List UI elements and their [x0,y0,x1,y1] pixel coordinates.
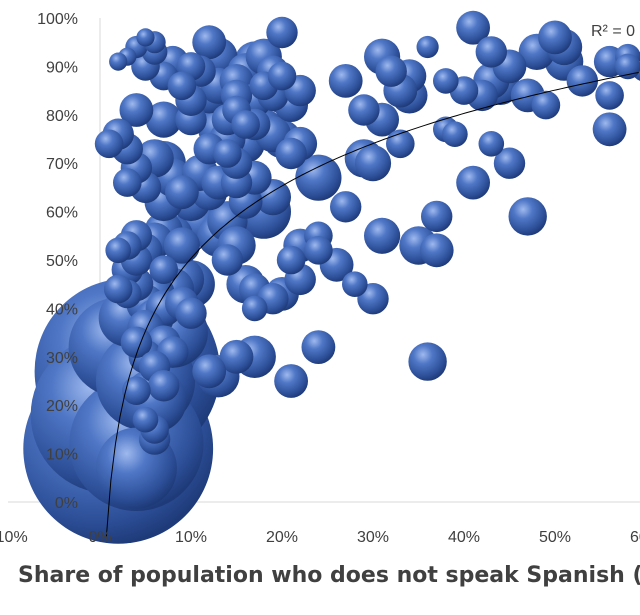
bubble-point [192,354,227,389]
bubble-point [538,20,572,55]
bubble-point [267,61,297,91]
bubble-point [456,165,490,200]
bubble-point [615,53,640,80]
bubble-point [304,236,333,265]
y-tick-label: 50% [46,253,78,270]
bubble-point [165,175,199,210]
bubble-point [416,35,439,59]
bubble-point [241,295,268,322]
y-tick-label: 70% [46,156,78,173]
x-axis-title: Share of population who does not speak S… [18,563,640,588]
bubble-point [330,191,362,223]
bubble-point [328,64,363,98]
bubble-point [275,137,307,170]
x-tick-label: 50% [539,529,571,546]
bubble-point [364,217,401,254]
bubble-point [175,297,207,329]
bubble-point [132,406,159,433]
y-tick-label: 10% [46,447,78,464]
bubble-point [442,121,468,147]
bubble-point [136,28,155,47]
bubble-point [342,271,368,298]
x-tick-label: 60% [630,529,640,546]
y-tick-label: 20% [46,398,78,415]
bubble-point [211,244,244,276]
bubble-point [94,129,124,159]
bubble-point [103,274,133,304]
bubble-point [433,68,459,94]
bubble-point [408,342,447,381]
bubble-point [421,200,453,233]
bubble-point [266,16,298,49]
y-tick-label: 60% [46,205,78,222]
bubble-point [274,364,308,398]
bubble-point [595,81,624,110]
bubble-point [354,145,392,182]
bubble-point [109,52,128,71]
bubble-point [456,10,490,45]
y-tick-label: 80% [46,108,78,125]
bubble-point [592,112,627,147]
bubble-point [119,93,154,127]
x-tick-label: 10% [175,529,207,546]
bubble-point [276,245,306,275]
bubble-point [148,370,180,402]
y-axis-tick-labels: 0% 10% 20% 30% 40% 50% 60% 70% 80% 90% 100% [37,11,78,512]
y-tick-label: 0% [55,495,78,512]
trendline [105,72,639,537]
bubble-point [219,339,254,374]
bubble-point [149,255,178,284]
bubble-point [231,110,260,139]
x-axis-tick-labels: -10% 0% 10% 20% 30% 40% 50% 60% [0,529,640,546]
bubble-point [386,129,415,159]
bubble-point [478,131,505,157]
bubble-point [375,55,407,87]
bubble-point [145,101,182,138]
x-tick-label: -10% [0,529,28,546]
bubble-point [348,94,380,126]
x-tick-label: 40% [448,529,480,546]
bubble-point [301,330,336,364]
y-tick-label: 90% [46,59,78,76]
bubble-point [122,376,151,406]
bubble-point [295,154,342,201]
bubble-point [566,65,598,97]
bubble-point [493,147,526,179]
plot-area [8,10,640,544]
bubble-point [475,36,507,68]
bubble-point [213,139,242,168]
x-tick-label: 20% [266,529,298,546]
bubble-point [419,233,454,268]
bubble-point [105,237,131,264]
bubble-point [192,25,227,60]
r-squared-label: R² = 0 [591,23,635,40]
y-tick-label: 30% [46,350,78,367]
bubble-series [23,10,640,544]
bubble-point [113,168,142,197]
x-tick-label: 0% [88,529,111,546]
x-tick-label: 30% [357,529,389,546]
y-tick-label: 40% [46,301,78,318]
y-tick-label: 100% [37,11,78,28]
bubble-point [163,227,200,264]
bubble-point [167,71,197,101]
bubble-point [531,90,561,120]
bubble-point [508,197,547,236]
